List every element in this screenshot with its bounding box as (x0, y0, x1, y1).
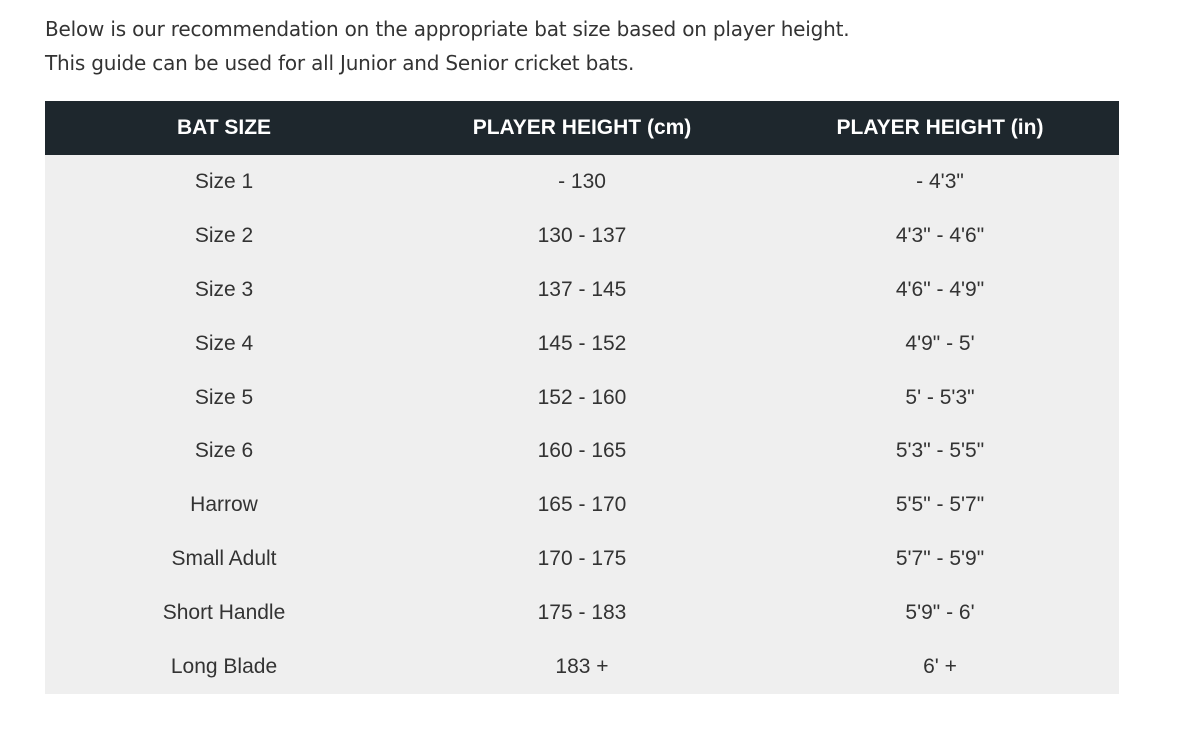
height-in-cell: 6' + (761, 640, 1119, 694)
height-in-cell: 5'7" - 5'9" (761, 532, 1119, 587)
table-row: Long Blade 183 +6' + (45, 640, 1119, 694)
height-in-cell: 4'6" - 4'9" (761, 262, 1119, 317)
header-height-in: PLAYER HEIGHT (in) (761, 101, 1119, 155)
table-row: Size 1- 130- 4'3" (45, 155, 1119, 209)
height-cm-cell: 165 - 170 (403, 478, 761, 533)
table-row: Size 2 130 - 137 4'3" - 4'6" (45, 208, 1119, 263)
height-in-cell: 5'5" - 5'7" (761, 478, 1119, 533)
height-in-cell: - 4'3" (761, 155, 1119, 209)
table-row: Small Adult 170 - 175 5'7" - 5'9" (45, 532, 1119, 587)
table-row: Size 3 137 - 145 4'6" - 4'9" (45, 262, 1119, 317)
intro-line-2: This guide can be used for all Junior an… (45, 51, 635, 75)
bat-size-table: BAT SIZE PLAYER HEIGHT (cm) PLAYER HEIGH… (45, 101, 1119, 694)
height-in-cell: 5'3" - 5'5" (761, 424, 1119, 479)
table-row: Harrow 165 - 170 5'5" - 5'7" (45, 478, 1119, 533)
bat-size-cell: Harrow (45, 478, 403, 533)
header-height-cm: PLAYER HEIGHT (cm) (403, 101, 761, 155)
height-cm-cell: 183 + (403, 640, 761, 694)
table-row: Size 4 145 - 152 4'9" - 5' (45, 316, 1119, 371)
height-cm-cell: 137 - 145 (403, 262, 761, 317)
height-cm-cell: 175 - 183 (403, 586, 761, 641)
table-row: Size 6 160 - 165 5'3" - 5'5" (45, 424, 1119, 479)
bat-size-cell: Size 5 (45, 370, 403, 425)
bat-size-cell: Size 4 (45, 316, 403, 371)
table-row: Short Handle 175 - 183 5'9" - 6' (45, 586, 1119, 641)
height-cm-cell: 170 - 175 (403, 532, 761, 587)
height-in-cell: 4'3" - 4'6" (761, 208, 1119, 263)
header-bat-size: BAT SIZE (45, 101, 403, 155)
bat-size-cell: Size 6 (45, 424, 403, 479)
height-cm-cell: 160 - 165 (403, 424, 761, 479)
bat-size-cell: Long Blade (45, 640, 403, 694)
bat-size-cell: Small Adult (45, 532, 403, 587)
height-cm-cell: 152 - 160 (403, 370, 761, 425)
intro-line-1: Below is our recommendation on the appro… (45, 17, 850, 41)
height-cm-cell: 130 - 137 (403, 208, 761, 263)
height-cm-cell: 145 - 152 (403, 316, 761, 371)
intro-text: Below is our recommendation on the appro… (45, 12, 850, 80)
bat-size-cell: Size 3 (45, 262, 403, 317)
table-header-row: BAT SIZE PLAYER HEIGHT (cm) PLAYER HEIGH… (45, 101, 1119, 155)
bat-size-cell: Size 2 (45, 208, 403, 263)
height-in-cell: 4'9" - 5' (761, 316, 1119, 371)
bat-size-cell: Short Handle (45, 586, 403, 641)
height-in-cell: 5' - 5'3" (761, 370, 1119, 425)
table-row: Size 5 152 - 160 5' - 5'3" (45, 370, 1119, 425)
height-in-cell: 5'9" - 6' (761, 586, 1119, 641)
height-cm-cell: - 130 (403, 155, 761, 209)
bat-size-cell: Size 1 (45, 155, 403, 209)
